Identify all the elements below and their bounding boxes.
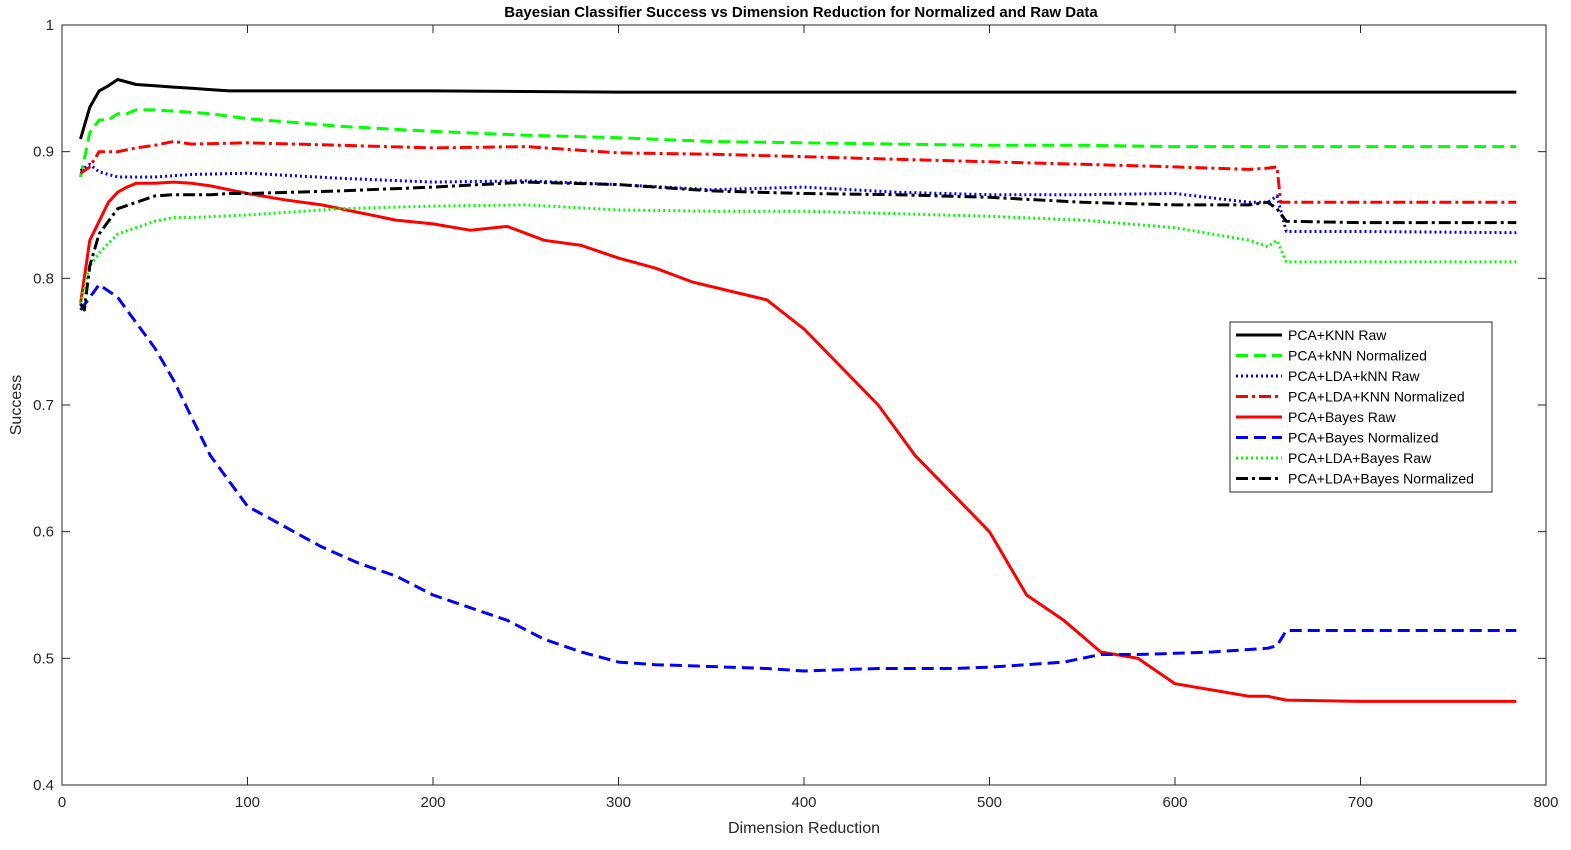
series-lines [79, 78, 1517, 703]
legend-label: PCA+LDA+KNN Normalized [1288, 389, 1465, 405]
legend-label: PCA+Bayes Normalized [1288, 430, 1439, 446]
x-tick-label: 100 [235, 794, 260, 811]
series-line-2 [79, 108, 1517, 178]
y-tick-label: 1 [46, 17, 54, 34]
series-line-4 [79, 140, 1517, 204]
axis-ticks: 0 100 200 300 400 500 600 700 800 0.4 0.5 0.6 0.7 0.8… [33, 17, 1558, 811]
chart-title: Bayesian Classifier Success vs Dimension… [504, 4, 1098, 21]
y-tick-label: 0.6 [33, 524, 54, 541]
series-line-6 [79, 283, 1517, 673]
y-tick-label: 0.7 [33, 397, 54, 414]
x-tick-label: 500 [977, 794, 1002, 811]
y-tick-label: 0.8 [33, 270, 54, 287]
x-tick-label: 0 [58, 794, 66, 811]
legend-label: PCA+kNN Normalized [1288, 348, 1427, 364]
y-tick-label: 0.9 [33, 144, 54, 161]
x-tick-label: 400 [791, 794, 816, 811]
x-axis-label: Dimension Reduction [728, 820, 880, 837]
series-line-3 [79, 162, 1517, 235]
legend-label: PCA+KNN Raw [1288, 327, 1387, 343]
legend-label: PCA+LDA+Bayes Normalized [1288, 471, 1474, 487]
legend-label: PCA+Bayes Raw [1288, 409, 1397, 425]
series-line-1 [79, 78, 1517, 140]
y-tick-label: 0.5 [33, 650, 54, 667]
legend-label: PCA+LDA+kNN Raw [1288, 368, 1420, 384]
y-axis-label: Success [8, 375, 25, 435]
legend-label: PCA+LDA+Bayes Raw [1288, 450, 1432, 466]
series-line-5 [79, 180, 1517, 703]
legend-box [1229, 321, 1493, 493]
x-tick-label: 800 [1533, 794, 1558, 811]
y-tick-label: 0.4 [33, 777, 54, 794]
x-tick-label: 700 [1348, 794, 1373, 811]
series-line-7 [79, 203, 1517, 305]
x-tick-label: 200 [420, 794, 445, 811]
x-tick-label: 600 [1162, 794, 1187, 811]
legend: PCA+KNN Raw PCA+kNN Normalized PCA+LDA+kNN… [1229, 321, 1493, 493]
x-tick-label: 300 [606, 794, 631, 811]
